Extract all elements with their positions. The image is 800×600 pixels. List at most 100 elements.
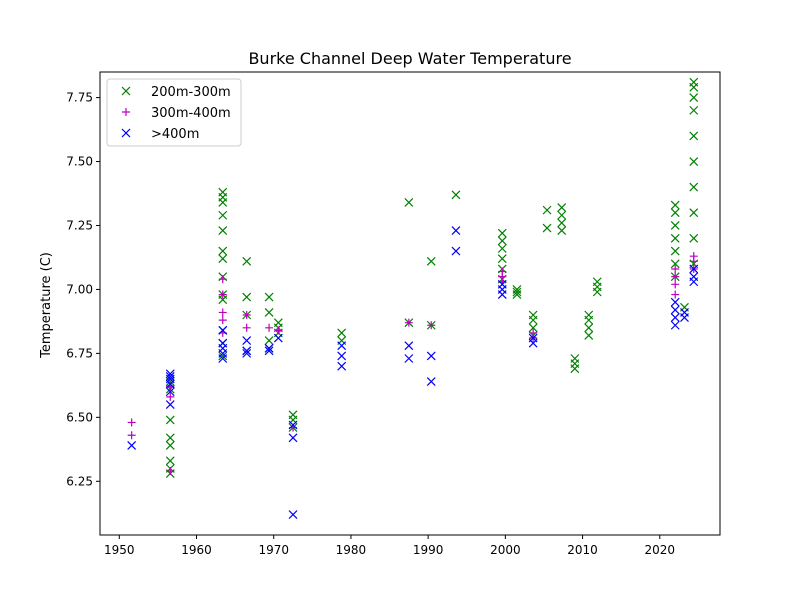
data-point [689, 233, 699, 243]
data-point [165, 441, 175, 450]
y-axis-label: Temperature (C) [39, 252, 54, 359]
data-point [512, 285, 522, 294]
data-point [242, 256, 252, 266]
data-point [404, 198, 414, 207]
data-point [570, 354, 580, 363]
data-point [557, 210, 567, 220]
data-points [127, 77, 699, 519]
data-point [265, 323, 274, 332]
y-tick-label: 7.75 [66, 91, 93, 105]
data-point [451, 246, 461, 256]
data-point [288, 410, 298, 420]
axis-ticks: 1950 1960 1970 1980 1990 2000 2010 2020 6.25 6.50… [66, 91, 675, 557]
data-point [337, 341, 347, 351]
data-point [165, 456, 175, 466]
series-2-points [127, 226, 699, 519]
data-point [451, 190, 461, 200]
plot-area-frame [99, 71, 721, 536]
data-point [242, 348, 252, 358]
data-point [497, 228, 507, 238]
data-point [288, 420, 298, 430]
y-tick-label: 6.25 [66, 474, 93, 488]
data-point [273, 333, 283, 343]
data-point [218, 210, 228, 220]
data-point [528, 333, 538, 343]
y-tick-label: 7.50 [66, 155, 93, 169]
x-tick-label: 1990 [413, 543, 444, 557]
data-point [426, 256, 436, 266]
chart-title: Burke Channel Deep Water Temperature [248, 49, 571, 68]
data-point [165, 433, 175, 443]
data-point [165, 415, 175, 425]
data-point [242, 336, 252, 346]
data-point [689, 182, 699, 192]
data-point [498, 267, 507, 276]
data-point [689, 93, 699, 103]
data-point [288, 433, 298, 443]
data-point [542, 205, 552, 215]
data-point [689, 208, 699, 218]
data-point [670, 320, 680, 330]
data-point [404, 318, 413, 327]
legend-marker [121, 128, 131, 138]
data-point [670, 246, 680, 256]
data-point [670, 305, 680, 315]
data-point [528, 310, 538, 320]
legend-label: >400m [151, 127, 199, 142]
legend-box [106, 78, 242, 147]
data-point [689, 157, 699, 166]
data-point [242, 311, 251, 320]
data-point [584, 331, 594, 340]
data-point [218, 254, 228, 264]
data-point [451, 226, 461, 236]
legend: 200m-300m 300m-400m >400m [106, 78, 242, 147]
data-point [680, 308, 689, 317]
data-point [218, 246, 228, 256]
data-point [497, 244, 507, 253]
data-point [670, 200, 680, 210]
data-point [557, 226, 567, 236]
data-point [670, 221, 680, 230]
x-tick-label: 1970 [258, 543, 289, 557]
data-point [670, 259, 680, 269]
data-point [264, 346, 274, 356]
data-point [592, 277, 602, 287]
legend-label: 300m-400m [151, 106, 231, 121]
data-point [242, 292, 252, 302]
data-point [671, 290, 680, 299]
data-point [670, 297, 680, 307]
data-point [165, 371, 175, 381]
data-point [689, 252, 698, 261]
data-point [426, 351, 436, 361]
x-tick-label: 2000 [490, 543, 521, 557]
data-point [689, 131, 699, 141]
y-tick-label: 6.75 [66, 346, 93, 360]
data-point [218, 325, 228, 335]
data-point [242, 346, 252, 356]
data-point [584, 323, 594, 333]
x-tick-label: 2010 [567, 543, 598, 557]
legend-marker [122, 108, 130, 116]
legend-label: 200m-300m [151, 85, 231, 100]
data-point [689, 272, 699, 282]
data-point [670, 233, 680, 243]
data-point [689, 77, 699, 87]
data-point [274, 326, 283, 335]
data-point [557, 203, 567, 212]
data-point [218, 351, 228, 361]
legend-marker [121, 86, 131, 96]
y-tick-label: 7.25 [66, 218, 93, 232]
data-point [218, 187, 228, 197]
data-point [512, 287, 522, 297]
data-point [264, 336, 274, 346]
x-tick-label: 1960 [181, 543, 212, 557]
data-point [288, 510, 298, 519]
data-point [166, 392, 175, 401]
data-point [426, 377, 436, 386]
data-point [264, 343, 274, 353]
x-tick-label: 1950 [104, 543, 135, 557]
data-point [670, 313, 680, 322]
data-point [404, 341, 414, 351]
data-point [264, 292, 274, 302]
